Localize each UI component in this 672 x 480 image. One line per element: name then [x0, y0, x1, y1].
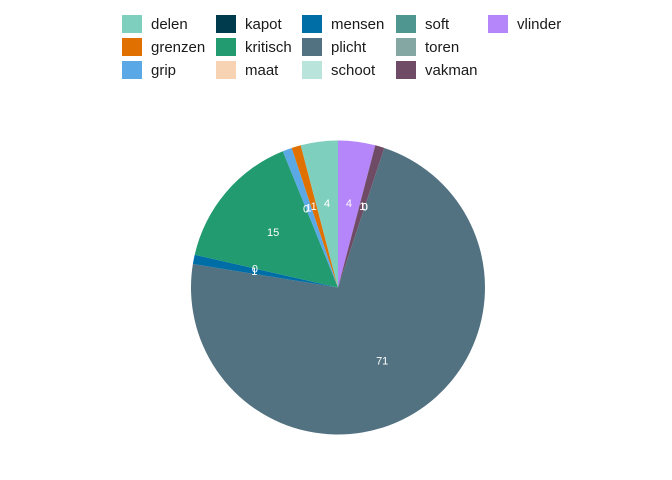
- legend-label-mensen: mensen: [331, 16, 384, 33]
- legend-key-vakman: [396, 61, 416, 79]
- slice-label-vakman: 1: [359, 201, 365, 213]
- slice-label-soft: 0: [362, 202, 368, 214]
- pie-slice-vlinder: [338, 140, 376, 288]
- pie-slice-vakman: [338, 145, 385, 288]
- legend-key-delen: [122, 15, 142, 33]
- slice-label-maat: 0: [252, 264, 258, 276]
- slice-label-toren: 0: [362, 202, 368, 214]
- legend-label-vlinder: vlinder: [517, 16, 561, 33]
- legend-label-plicht: plicht: [331, 39, 367, 56]
- pie-slice-grip: [282, 147, 338, 288]
- legend-key-mensen: [302, 15, 322, 33]
- slice-label-grenzen: 1: [311, 201, 317, 213]
- slice-label-vlinder: 4: [346, 198, 352, 210]
- legend-label-kapot: kapot: [245, 16, 283, 33]
- pie-slices: [190, 140, 485, 435]
- legend-key-grenzen: [122, 38, 142, 56]
- slice-label-mensen: 1: [251, 266, 257, 278]
- legend-label-kritisch: kritisch: [245, 39, 292, 56]
- slice-label-kapot: 0: [303, 203, 309, 215]
- legend-label-grenzen: grenzen: [151, 39, 205, 56]
- pie-slice-delen: [300, 140, 338, 288]
- legend-key-toren: [396, 38, 416, 56]
- pie-slice-mensen: [192, 254, 338, 288]
- slice-label-kritisch: 15: [267, 227, 279, 239]
- slice-label-schoot: 0: [362, 202, 368, 214]
- legend-key-maat: [216, 61, 236, 79]
- chart-legend: delen grenzen grip kapot kritisch maat mensen p…: [122, 15, 561, 79]
- legend-label-maat: maat: [245, 62, 279, 79]
- slice-label-delen: 4: [324, 198, 330, 210]
- legend-key-kapot: [216, 15, 236, 33]
- pie-slice-plicht: [190, 147, 485, 435]
- legend-key-plicht: [302, 38, 322, 56]
- legend-key-grip: [122, 61, 142, 79]
- pie-slice-kritisch: [194, 151, 338, 288]
- legend-key-vlinder: [488, 15, 508, 33]
- legend-label-vakman: vakman: [425, 62, 478, 79]
- legend-key-kritisch: [216, 38, 236, 56]
- slice-label-plicht: 71: [376, 355, 388, 367]
- legend-key-schoot: [302, 61, 322, 79]
- legend-key-soft: [396, 15, 416, 33]
- slice-label-grip: 1: [305, 202, 311, 214]
- pie-slice-grenzen: [291, 145, 338, 288]
- legend-label-schoot: schoot: [331, 62, 376, 79]
- legend-label-grip: grip: [151, 62, 176, 79]
- legend-label-delen: delen: [151, 16, 188, 33]
- legend-label-soft: soft: [425, 16, 450, 33]
- legend-label-toren: toren: [425, 39, 459, 56]
